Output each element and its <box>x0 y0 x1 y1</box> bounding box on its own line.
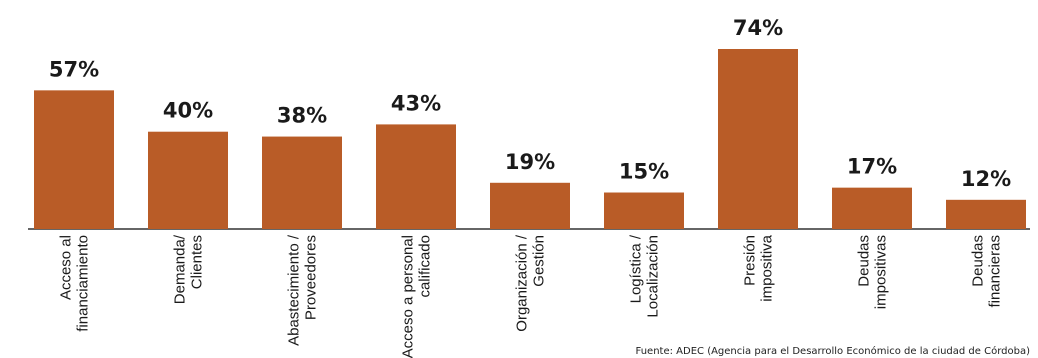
category-label-line: Demanda/ <box>172 234 189 304</box>
bar <box>262 136 342 229</box>
bar <box>34 90 114 229</box>
category-label-line: impositivas <box>873 235 890 309</box>
category-label: Deudasfinancieras <box>970 235 1004 308</box>
category-label-line: financiamiento <box>75 235 92 332</box>
bar <box>832 187 912 229</box>
category-label: Organización /Gestión <box>514 234 548 332</box>
value-label: 57% <box>49 57 99 81</box>
category-label-line: calificado <box>417 235 434 298</box>
bar <box>376 124 456 229</box>
category-label-line: impositiva <box>759 234 776 301</box>
category-label-line: Logística / <box>628 234 645 303</box>
category-label-line: Deudas <box>970 235 987 287</box>
value-label: 40% <box>163 99 213 123</box>
value-label: 38% <box>277 104 327 128</box>
category-label-line: Organización / <box>514 234 531 332</box>
category-label: Demanda/Clientes <box>172 234 206 304</box>
category-labels-group: Acceso alfinanciamiento Demanda/Clientes A… <box>58 234 1004 358</box>
category-label: Presiónimpositiva <box>742 234 776 301</box>
bar <box>946 199 1026 229</box>
category-label-line: Abastecimiento / <box>286 234 303 346</box>
category-label-line: Deudas <box>856 235 873 287</box>
bar <box>148 131 228 229</box>
bars-group <box>34 49 1026 229</box>
category-label: Acceso a personalcalificado <box>400 235 434 358</box>
category-label-line: Acceso al <box>58 235 75 300</box>
category-label-line: Localización <box>645 235 662 318</box>
category-label-line: Clientes <box>189 235 206 289</box>
bar <box>490 182 570 229</box>
category-label: Abastecimiento /Proveedores <box>286 234 320 346</box>
value-label: 17% <box>847 155 897 179</box>
category-label-line: Acceso a personal <box>400 235 417 358</box>
category-label-line: Presión <box>742 235 759 286</box>
value-label: 74% <box>733 16 783 40</box>
bar <box>718 49 798 229</box>
category-label-line: Proveedores <box>303 235 320 320</box>
source-note: Fuente: ADEC (Agencia para el Desarrollo… <box>635 346 1030 357</box>
bar <box>604 192 684 229</box>
value-labels-group: 57% 40% 38% 43% 19% 15% 74% 17% 12% <box>49 16 1011 191</box>
category-label: Deudasimpositivas <box>856 235 890 309</box>
value-label: 43% <box>391 91 441 115</box>
value-label: 19% <box>505 150 555 174</box>
category-label: Logística /Localización <box>628 234 662 317</box>
value-label: 15% <box>619 160 669 184</box>
category-label-line: financieras <box>987 235 1004 308</box>
category-label: Acceso alfinanciamiento <box>58 235 92 332</box>
category-label-line: Gestión <box>531 235 548 287</box>
value-label: 12% <box>961 167 1011 191</box>
